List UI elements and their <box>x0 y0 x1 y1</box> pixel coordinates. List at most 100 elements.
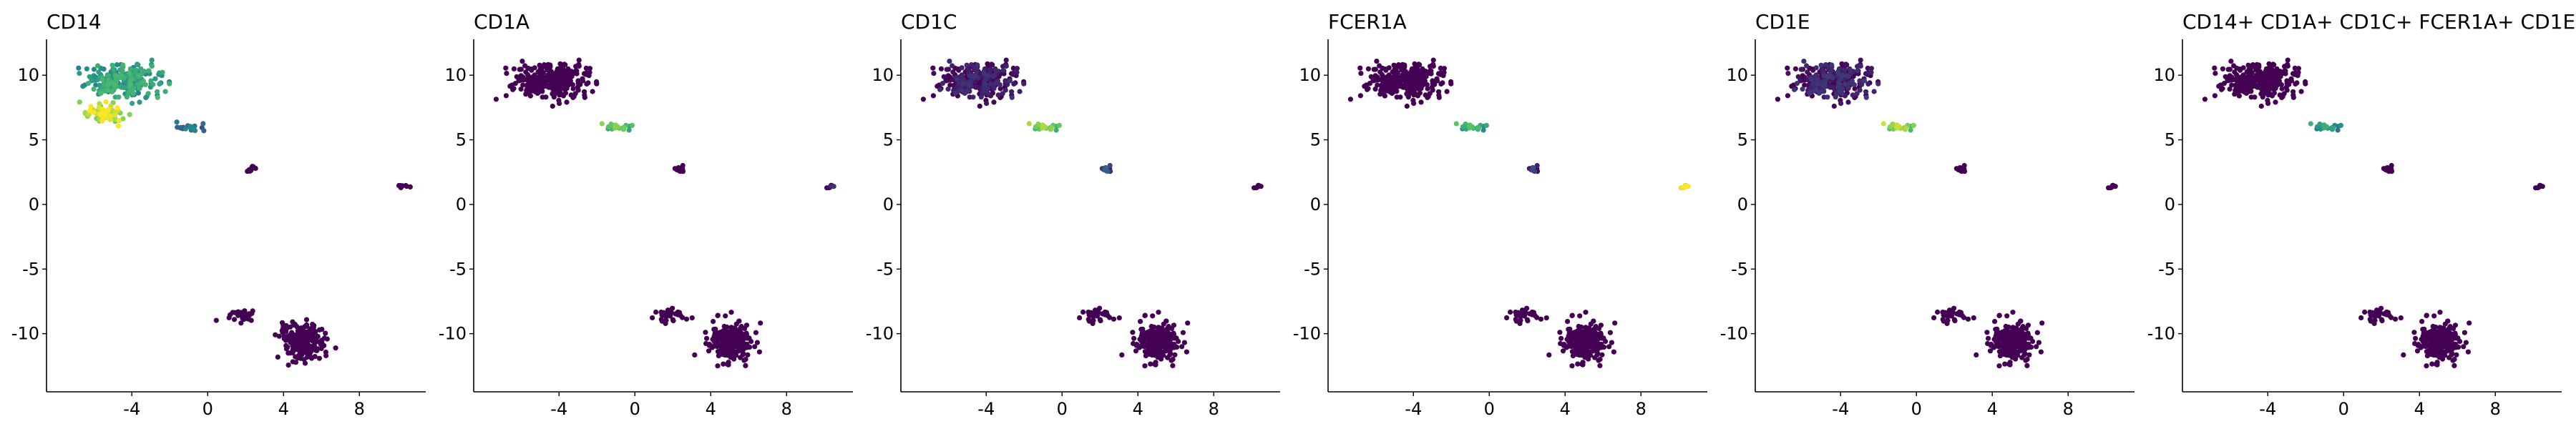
scatter-point <box>1430 87 1435 93</box>
scatter-point <box>297 330 303 336</box>
scatter-point <box>2002 341 2008 347</box>
scatter-point <box>333 345 338 351</box>
scatter-point <box>1911 122 1916 128</box>
scatter-point <box>1145 330 1151 335</box>
scatter-point <box>548 69 554 74</box>
scatter-point <box>87 74 92 79</box>
y-tick-label: 10 <box>1299 65 1321 85</box>
scatter-point <box>2424 312 2429 319</box>
scatter-point <box>575 78 581 84</box>
scatter-point <box>1103 165 1109 171</box>
scatter-point <box>2269 93 2275 99</box>
scatter-point <box>718 330 723 335</box>
scatter-point <box>1579 344 1584 350</box>
scatter-point <box>1408 69 1414 74</box>
scatter-point <box>1557 330 1563 335</box>
scatter-point <box>981 70 987 76</box>
scatter-point <box>1971 315 1976 321</box>
scatter-point <box>1597 363 1603 368</box>
scatter-points <box>493 57 836 369</box>
scatter-point <box>1382 93 1387 99</box>
scatter-point <box>1998 335 2004 341</box>
scatter-point <box>1829 62 1835 68</box>
scatter-point <box>731 335 736 341</box>
scatter-point <box>982 82 988 87</box>
scatter-point <box>982 88 988 94</box>
scatter-point <box>736 337 741 343</box>
scatter-point <box>2021 335 2026 340</box>
scatter-point <box>1945 317 1951 323</box>
y-tick-label: -5 <box>2158 259 2175 279</box>
scatter-point <box>2279 86 2285 92</box>
scatter-point <box>1435 78 1440 84</box>
scatter-point <box>1179 344 1185 350</box>
scatter-point <box>983 77 989 82</box>
scatter-point <box>741 345 746 351</box>
scatter-point <box>1582 349 1588 355</box>
scatter-point <box>1158 329 1163 335</box>
scatter-point <box>1184 349 1189 355</box>
scatter-point <box>201 128 207 134</box>
scatter-point <box>1168 350 1174 356</box>
scatter-point <box>1131 335 1137 341</box>
scatter-point <box>1821 73 1827 79</box>
scatter-point <box>683 316 690 322</box>
scatter-point <box>1413 86 1419 92</box>
scatter-point <box>1569 312 1575 319</box>
scatter-point <box>1850 92 1855 98</box>
scatter-point <box>2439 329 2445 335</box>
scatter-point <box>1002 78 1008 84</box>
scatter-point <box>1420 68 1426 74</box>
scatter-point <box>1954 311 1960 317</box>
scatter-point <box>1607 330 1613 335</box>
scatter-point <box>2018 318 2024 324</box>
y-tick-label: -10 <box>866 324 894 344</box>
scatter-point <box>745 352 751 358</box>
scatter-point <box>1010 65 1016 71</box>
x-tick-label: 8 <box>781 399 792 419</box>
scatter-point <box>1823 62 1829 68</box>
panel-4: FCER1A -4 0 4 8 10 5 0 -5 -10 <box>1293 10 1707 419</box>
scatter-point <box>739 335 745 340</box>
scatter-point <box>1150 335 1156 341</box>
scatter-point <box>1397 94 1403 100</box>
scatter-point <box>724 344 730 350</box>
scatter-point <box>2275 68 2280 74</box>
scatter-point <box>1855 68 1860 74</box>
scatter-point <box>1107 315 1113 320</box>
scatter-point <box>1792 87 1797 92</box>
x-tick-label: 4 <box>1560 399 1571 419</box>
scatter-point <box>1842 81 1848 87</box>
scatter-point <box>520 82 526 88</box>
scatter-point <box>1800 73 1805 79</box>
scatter-point <box>93 82 99 88</box>
scatter-point <box>2281 91 2287 97</box>
scatter-point <box>157 81 162 87</box>
x-tick-label: -4 <box>1832 399 1849 419</box>
panel-title: CD1E <box>1755 10 1810 34</box>
scatter-point <box>213 317 219 323</box>
scatter-point <box>2278 82 2284 88</box>
scatter-point <box>2439 335 2445 341</box>
scatter-point <box>1383 81 1389 87</box>
scatter-point <box>1800 87 1805 92</box>
scatter-point <box>1611 349 1616 355</box>
scatter-point <box>2270 73 2276 79</box>
scatter-point <box>752 344 758 350</box>
scatter-point <box>1370 77 1376 83</box>
scatter-point <box>1597 356 1603 363</box>
scatter-point <box>731 353 736 359</box>
scatter-point <box>145 91 151 97</box>
scatter-point <box>1380 72 1385 78</box>
scatter-point <box>84 66 89 72</box>
scatter-point <box>2258 73 2263 79</box>
scatter-point <box>997 86 1003 92</box>
scatter-point <box>587 66 593 72</box>
scatter-point <box>1403 73 1409 79</box>
scatter-point <box>2248 70 2254 76</box>
scatter-point <box>712 343 718 349</box>
scatter-point <box>1358 71 1364 77</box>
scatter-point <box>1808 77 1814 82</box>
scatter-point <box>1943 310 1948 315</box>
scatter-point <box>721 341 726 347</box>
